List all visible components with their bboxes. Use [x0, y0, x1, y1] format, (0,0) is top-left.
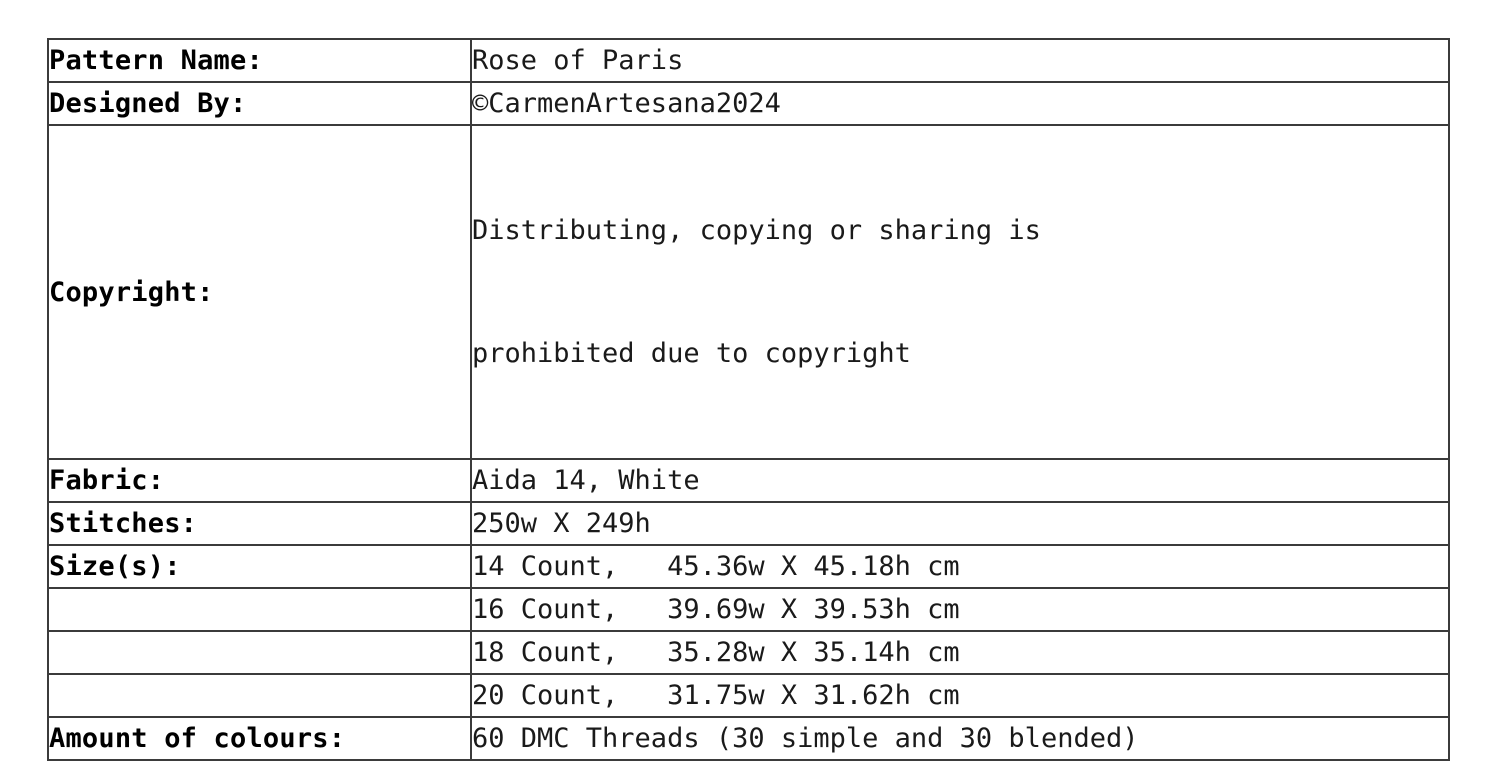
- table-row: Copyright: Distributing, copying or shar…: [47, 124, 1450, 460]
- table-row: 16 Count, 39.69w X 39.53h cm: [47, 587, 1450, 632]
- pattern-information-table: Pattern Name: Rose of Paris Designed By:…: [47, 38, 1450, 761]
- table-row: Fabric: Aida 14, White: [47, 458, 1450, 503]
- row-value-fabric: Aida 14, White: [470, 458, 1450, 503]
- row-label-empty-18: [47, 630, 472, 675]
- row-value-amount-of-colours: 60 DMC Threads (30 simple and 30 blended…: [470, 716, 1450, 761]
- page-root: Pattern Name: Rose of Paris Designed By:…: [47, 38, 1450, 761]
- copyright-line-2: prohibited due to copyright: [472, 338, 911, 369]
- row-value-copyright: Distributing, copying or sharing is proh…: [470, 124, 1450, 460]
- row-value-stitches: 250w X 249h: [470, 501, 1450, 546]
- table-row: 18 Count, 35.28w X 35.14h cm: [47, 630, 1450, 675]
- row-label-sizes: Size(s):: [47, 544, 472, 589]
- row-label-empty-16: [47, 587, 472, 632]
- table-row: 20 Count, 31.75w X 31.62h cm: [47, 673, 1450, 718]
- pattern-information-table-body: Pattern Name: Rose of Paris Designed By:…: [47, 38, 1450, 761]
- table-row: Size(s): 14 Count, 45.36w X 45.18h cm: [47, 544, 1450, 589]
- table-row: Pattern Name: Rose of Paris: [47, 38, 1450, 83]
- table-row: Stitches: 250w X 249h: [47, 501, 1450, 546]
- row-value-size-18-count: 18 Count, 35.28w X 35.14h cm: [470, 630, 1450, 675]
- row-label-copyright: Copyright:: [47, 124, 472, 460]
- row-label-designed-by: Designed By:: [47, 81, 472, 126]
- row-value-size-14-count: 14 Count, 45.36w X 45.18h cm: [470, 544, 1450, 589]
- row-label-amount-of-colours: Amount of colours:: [47, 716, 472, 761]
- row-label-empty-20: [47, 673, 472, 718]
- table-row: Amount of colours: 60 DMC Threads (30 si…: [47, 716, 1450, 761]
- row-value-size-16-count: 16 Count, 39.69w X 39.53h cm: [470, 587, 1450, 632]
- row-value-pattern-name: Rose of Paris: [470, 38, 1450, 83]
- row-value-designed-by: ©CarmenArtesana2024: [470, 81, 1450, 126]
- row-label-pattern-name: Pattern Name:: [47, 38, 472, 83]
- copyright-line-1: Distributing, copying or sharing is: [472, 215, 1041, 246]
- row-label-stitches: Stitches:: [47, 501, 472, 546]
- row-label-fabric: Fabric:: [47, 458, 472, 503]
- table-row: Designed By: ©CarmenArtesana2024: [47, 81, 1450, 126]
- row-value-size-20-count: 20 Count, 31.75w X 31.62h cm: [470, 673, 1450, 718]
